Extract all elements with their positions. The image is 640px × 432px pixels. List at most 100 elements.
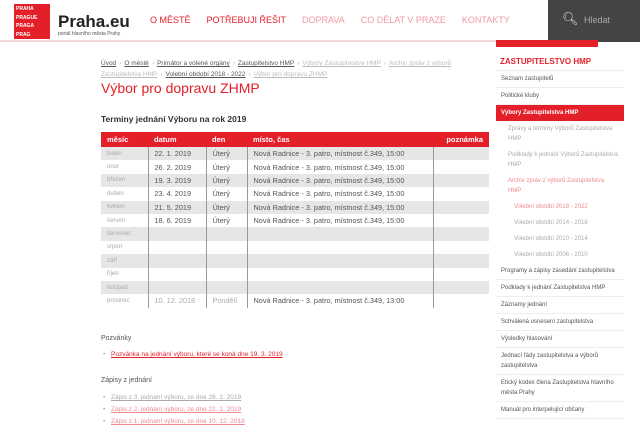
breadcrumb-item[interactable]: Archiv zpráv z výborů Zastupitelstva HMP <box>101 60 452 78</box>
breadcrumb-separator: › <box>383 60 386 67</box>
table-row: leden 22. 1. 2019 Úterý Nová Radnice - 3. p… <box>101 147 489 161</box>
table-cell: červen <box>107 217 126 224</box>
sidebar-item[interactable]: Seznam zastupitelů <box>496 71 624 88</box>
table-cell: srpen <box>107 244 123 251</box>
breadcrumb-item[interactable]: Výbory Zastupitelstva HMP <box>302 60 381 67</box>
breadcrumb-item[interactable]: Výbor pro dopravu ZHMP <box>253 71 328 78</box>
site-header: PRAHA PRAGUE PRAGA PRAG Praha.eu portál … <box>0 0 640 42</box>
main-nav: O MĚSTĚ POTŘEBUJI ŘEŠIT DOPRAVA CO DĚLAT… <box>150 15 510 25</box>
table-row: květen 21. 5. 2019 Úterý Nová Radnice - 3. … <box>101 200 489 214</box>
sidebar-item[interactable]: Volební období 2006 - 2010 <box>514 252 588 258</box>
table-cell: 18. 6. 2019 <box>147 213 206 228</box>
breadcrumb-separator: › <box>232 60 235 67</box>
nav-co-delat[interactable]: CO DĚLAT V PRAZE <box>360 15 446 25</box>
table-cell: 23. 4. 2019 <box>147 187 206 201</box>
table-cell: únor <box>107 164 120 171</box>
table-cell: Nová Radnice - 3. patro, místnost č.349,… <box>246 147 433 161</box>
table-cell <box>432 160 489 174</box>
table-cell <box>205 227 247 241</box>
table-cell: září <box>101 254 148 268</box>
breadcrumb: Úvod › O městě › Primátor a volené orgány › Za… <box>101 58 481 80</box>
table-row: březen 19. 3. 2019 Úterý Nová Radnice - 3. … <box>101 173 489 188</box>
table-cell <box>432 240 489 255</box>
table-cell: 22. 1. 2019 <box>147 147 206 161</box>
table-cell: Nová Radnice - 3. patro, místnost č.349,… <box>246 187 433 201</box>
logo-text: PRAGA <box>16 23 35 29</box>
minutes-link[interactable]: Zápis z 2. jednání výboru, ze dne 22. 1.… <box>103 406 241 413</box>
table-row: srpen <box>101 240 489 255</box>
table-row: červenec <box>101 227 489 241</box>
sidebar-item[interactable]: Volební období 2014 - 2018 <box>514 220 588 226</box>
sidebar-item[interactable]: Volební období 2010 - 2014 <box>514 236 588 242</box>
table-cell <box>432 187 489 201</box>
invitations-heading: Pozvánky <box>101 335 132 342</box>
invitation-link[interactable]: Pozvánka na jednání výboru, které se kon… <box>103 351 283 358</box>
search-box[interactable]: 🔍︎ Hledat <box>548 0 640 42</box>
table-cell: Úterý <box>205 187 247 201</box>
breadcrumb-separator: › <box>119 60 122 67</box>
sidebar-item[interactable]: Etický kodex člena Zastupitelstva hlavní… <box>496 375 624 402</box>
table-cell: Pondělí <box>205 294 247 308</box>
table-cell <box>246 240 433 255</box>
table-cell <box>147 227 206 241</box>
table-cell <box>432 267 489 281</box>
table-cell <box>147 254 206 268</box>
breadcrumb-item[interactable]: Úvod <box>101 60 117 67</box>
table-cell: prosinec <box>107 297 130 304</box>
sidebar-item[interactable]: Podklady k jednání Zastupitelstva HMP <box>496 280 624 297</box>
logo-text: PRAGUE <box>16 14 38 21</box>
sidebar-item[interactable]: Politické kluby <box>496 88 624 105</box>
sidebar-item[interactable]: Jednací řády zastupitelstva a výborů zas… <box>496 348 624 375</box>
sidebar-item[interactable]: Výsledky hlasování <box>496 331 624 348</box>
sidebar-item[interactable]: Volební období 2018 - 2022 <box>514 204 588 210</box>
sidebar-item[interactable]: Záznamy jednání <box>496 297 624 314</box>
nav-o-meste[interactable]: O MĚSTĚ <box>150 15 191 25</box>
sidebar-item[interactable]: Manuál pro interpelující občany <box>496 402 624 419</box>
table-row: říjen <box>101 267 489 281</box>
breadcrumb-separator: › <box>151 60 155 67</box>
sidebar-item[interactable]: Programy a zápisy zasedání zastupitelstv… <box>496 263 624 280</box>
sidebar-item[interactable]: Archiv zpráv z výborů Zastupitelstva HMP <box>508 178 605 194</box>
minutes-link[interactable]: Zápis z 3. jednání výboru, ze dne 26. 2.… <box>103 394 241 401</box>
minutes-link[interactable]: Zápis z 1. jednání výboru, ze dne 10. 12… <box>103 418 245 425</box>
nav-doprava[interactable]: DOPRAVA <box>302 15 345 25</box>
sidebar-title[interactable]: ZASTUPITELSTVO HMP <box>496 47 624 71</box>
table-cell: Úterý <box>205 147 247 161</box>
breadcrumb-item[interactable]: Volební období 2018 - 2022 <box>165 71 246 78</box>
praha-logo[interactable]: PRAHA PRAGUE PRAGA PRAG <box>14 4 50 39</box>
sidebar-accent-bar <box>496 40 598 47</box>
breadcrumb-item[interactable]: Zastupitelstvo HMP <box>237 60 295 67</box>
table-cell <box>205 267 247 281</box>
table-cell <box>246 267 433 281</box>
breadcrumb-separator: › <box>297 60 300 67</box>
table-cell: říjen <box>107 271 119 278</box>
brand-name[interactable]: Praha.eu <box>58 12 130 31</box>
sidebar-item[interactable]: Zprávy a termíny Výborů Zastupitelstva H… <box>508 126 613 142</box>
table-cell <box>432 254 489 268</box>
table-cell: 10. 12. 2018 <box>147 294 206 308</box>
table-cell: Úterý <box>205 213 247 228</box>
table-cell: Úterý <box>205 200 247 214</box>
table-cell: leden <box>101 147 148 161</box>
sidebar-item[interactable]: Výbory Zastupitelstva HMP <box>496 105 624 121</box>
nav-potrebuji-resit[interactable]: POTŘEBUJI ŘEŠIT <box>206 15 287 25</box>
table-cell: červenec <box>101 227 148 241</box>
search-input[interactable]: Hledat <box>584 15 611 25</box>
table-cell <box>432 294 489 308</box>
tagline: portál hlavního města Prahy <box>58 31 121 37</box>
table-cell: Úterý <box>205 160 247 174</box>
breadcrumb-item[interactable]: Primátor a volené orgány <box>157 60 230 67</box>
breadcrumb-item[interactable]: O městě <box>124 60 149 67</box>
search-icon[interactable]: 🔍︎ <box>562 11 579 26</box>
table-cell: listopad <box>101 280 148 295</box>
column-header: místo, čas <box>247 132 433 147</box>
table-row: červen 18. 6. 2019 Úterý Nová Radnice - 3. … <box>101 213 489 228</box>
table-cell <box>246 280 433 295</box>
sidebar-item[interactable]: Podklady k jednání Výborů Zastupitelstva… <box>508 152 619 168</box>
logo-text: PRAHA <box>16 6 34 12</box>
table-cell: 21. 5. 2019 <box>147 200 206 214</box>
table-cell <box>432 227 489 241</box>
sidebar-item[interactable]: Schválená usnesení zastupitelstva <box>496 314 624 331</box>
nav-kontakty[interactable]: KONTAKTY <box>461 15 510 25</box>
table-cell: Nová Radnice - 3. patro, místnost č.349,… <box>246 160 433 174</box>
